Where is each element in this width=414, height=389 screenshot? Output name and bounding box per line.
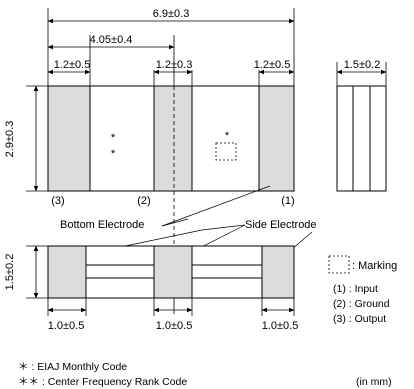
- top-view: 6.9±0.3 4.05±0.4 1.2±0.5 1.2±0.3 1.2±0.5…: [4, 8, 295, 298]
- marking-legend-box: [328, 255, 350, 274]
- dim-height-bottom: 1.5±0.2: [4, 254, 16, 291]
- leaders: Bottom Electrode Side Electrode: [60, 185, 317, 259]
- dim-top-electrode-right: 1.2±0.5: [254, 59, 291, 71]
- dim-height-top: 2.9±0.3: [4, 121, 16, 158]
- pin-2-label: (2): [137, 195, 150, 207]
- dim-bottom-electrode-right: 1.0±0.5: [262, 320, 299, 332]
- legend-marking: : Marking: [352, 260, 397, 272]
- unit-note: (in mm): [356, 376, 392, 388]
- dim-bottom-electrode-center: 1.0±0.5: [156, 320, 193, 332]
- top-electrode-right: [258, 85, 295, 192]
- pin-3-label: (3): [51, 195, 64, 207]
- legend: : Marking (1) : Input (2) : Ground (3) :…: [328, 255, 397, 325]
- dim-total-length: 6.9±0.3: [153, 8, 190, 20]
- bottom-electrode-center: [153, 245, 193, 299]
- dim-center-pitch: 4.05±0.4: [90, 34, 133, 46]
- note-center-frequency: ＊＊ : Center Frequency Rank Code: [18, 376, 187, 388]
- bottom-electrode-right: [261, 245, 295, 299]
- dim-top-electrode-left: 1.2±0.5: [54, 59, 91, 71]
- side-electrode-label: Side Electrode: [245, 219, 317, 231]
- dim-top-electrode-center: 1.2±0.3: [156, 59, 193, 71]
- marking-dot-box: [215, 142, 237, 161]
- top-electrode-center: [153, 85, 193, 192]
- bottom-electrode-label: Bottom Electrode: [60, 219, 144, 231]
- side-view: 1.5±0.2: [336, 59, 387, 192]
- notes: ＊ : EIAJ Monthly Code ＊＊ : Center Freque…: [18, 361, 392, 388]
- bottom-electrode-left: [47, 245, 87, 299]
- double-star-top: *: [111, 132, 116, 144]
- pin-1-label: (1): [281, 195, 294, 207]
- bottom-view: 1.5±0.2 1.0±0.5 1.0±0.5 1.0±0.5: [4, 245, 299, 332]
- note-eiaj: ＊ : EIAJ Monthly Code: [18, 361, 127, 373]
- legend-ground: (2) : Ground: [333, 298, 390, 310]
- legend-output: (3) : Output: [333, 313, 386, 325]
- single-star: *: [225, 130, 230, 142]
- dim-bottom-electrode-left: 1.0±0.5: [48, 320, 85, 332]
- double-star-bottom: *: [111, 148, 116, 160]
- top-electrode-left: [47, 85, 91, 192]
- dim-side-width: 1.5±0.2: [344, 59, 381, 71]
- legend-input: (1) : Input: [333, 283, 378, 295]
